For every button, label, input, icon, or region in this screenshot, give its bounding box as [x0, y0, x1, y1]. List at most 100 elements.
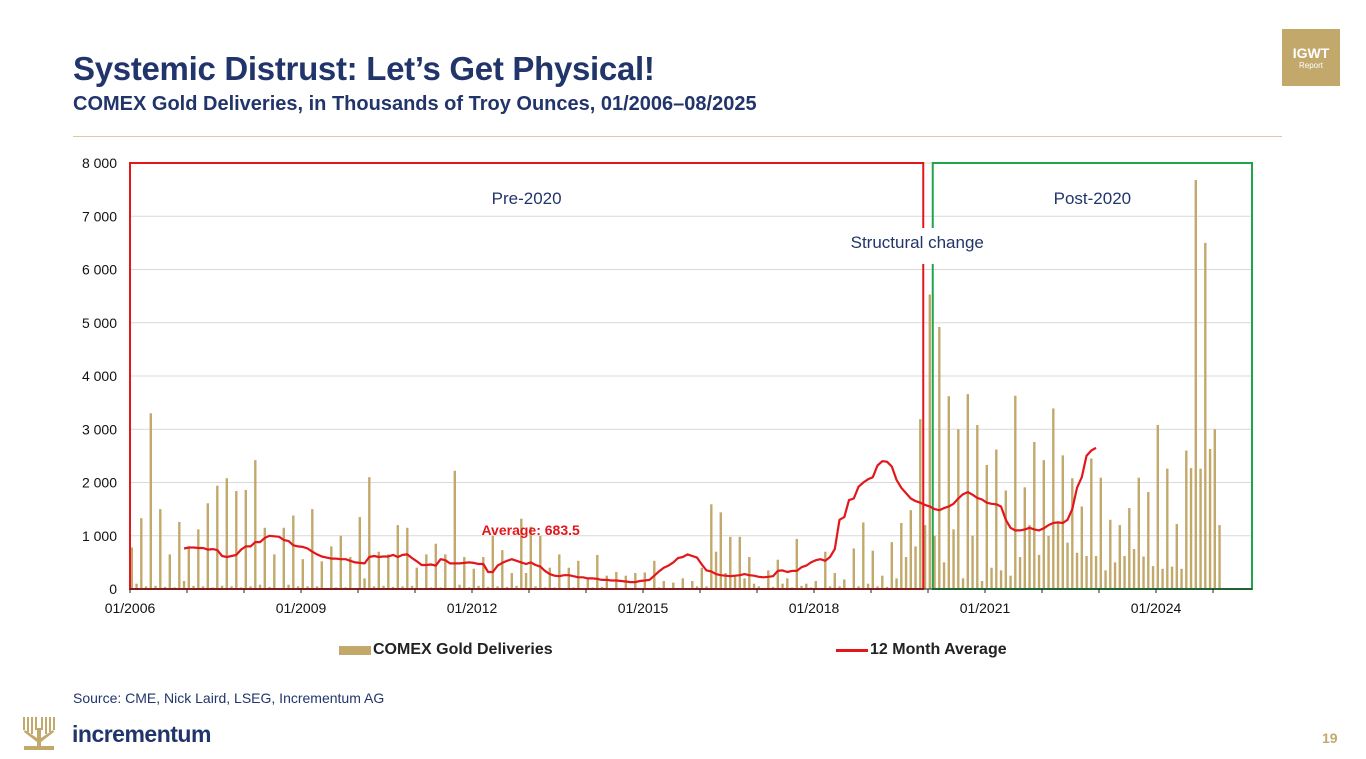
- bar: [1004, 490, 1007, 589]
- bar: [1014, 395, 1017, 589]
- bar: [192, 585, 195, 589]
- x-tick-label: 01/2024: [1131, 600, 1182, 616]
- bar: [1199, 468, 1202, 589]
- bar: [482, 557, 485, 589]
- bar: [1113, 562, 1117, 589]
- bar: [952, 529, 955, 589]
- bar: [596, 554, 599, 589]
- bar: [263, 527, 266, 589]
- bar: [1118, 525, 1121, 589]
- bar: [244, 489, 247, 589]
- bar: [824, 551, 827, 589]
- bar: [885, 586, 889, 589]
- bar: [225, 478, 228, 589]
- bar: [700, 567, 703, 589]
- bar: [914, 546, 917, 589]
- bar: [1109, 519, 1112, 589]
- bar: [866, 583, 870, 589]
- bar: [800, 585, 803, 589]
- bar: [710, 504, 713, 589]
- bar: [182, 581, 186, 589]
- bar: [681, 578, 684, 589]
- chart-gridlines: [130, 162, 1252, 537]
- structural-change-label: Structural change: [851, 233, 984, 252]
- y-tick-label: 3 000: [82, 421, 117, 437]
- bar: [942, 562, 946, 589]
- bar: [862, 522, 865, 589]
- bar: [444, 554, 447, 589]
- bar: [1085, 555, 1088, 589]
- bar: [881, 575, 884, 589]
- bar: [1170, 566, 1174, 589]
- bar: [1189, 468, 1193, 589]
- bar: [1037, 554, 1041, 589]
- source-note: Source: CME, Nick Laird, LSEG, Increment…: [73, 690, 385, 706]
- bar: [781, 583, 784, 589]
- bar: [933, 535, 936, 589]
- bar: [197, 529, 200, 589]
- bar: [1185, 450, 1188, 589]
- bar: [1132, 549, 1136, 589]
- bar: [520, 518, 523, 589]
- x-tick-label: 01/2018: [789, 600, 840, 616]
- bar: [311, 509, 314, 589]
- bar: [230, 586, 233, 589]
- bar: [458, 584, 461, 589]
- page-subtitle: COMEX Gold Deliveries, in Thousands of T…: [73, 93, 757, 115]
- average-annotation: Average: 683.5: [481, 522, 580, 538]
- bar: [1123, 555, 1126, 589]
- bar: [995, 449, 998, 589]
- bar: [1166, 468, 1169, 589]
- bar: [724, 573, 727, 589]
- bar: [534, 586, 537, 589]
- bar: [1028, 525, 1031, 589]
- bar: [1137, 477, 1140, 589]
- bar: [406, 527, 409, 589]
- bar: [524, 573, 528, 589]
- bar: [1090, 458, 1093, 589]
- pre-label-bg: [438, 184, 615, 212]
- bar: [795, 538, 798, 589]
- bar: [282, 527, 285, 589]
- bar: [515, 585, 518, 589]
- bar: [178, 521, 181, 589]
- incrementum-logo-text: incrementum: [72, 721, 211, 747]
- bar: [368, 477, 371, 589]
- bar: [372, 586, 376, 589]
- bar: [249, 586, 252, 589]
- x-tick-label: 01/2006: [105, 600, 156, 616]
- bar: [805, 583, 808, 589]
- average-line: [183, 446, 1097, 584]
- incrementum-tree-icon: [19, 714, 59, 759]
- bar: [695, 586, 699, 589]
- bar: [296, 586, 300, 589]
- bar: [895, 578, 898, 589]
- bar: [1204, 242, 1207, 589]
- bar: [216, 485, 219, 589]
- bar: [491, 535, 494, 589]
- bar: [662, 581, 665, 589]
- bar: [586, 578, 589, 589]
- y-tick-label: 4 000: [82, 368, 117, 384]
- bar: [1009, 575, 1012, 589]
- bar: [938, 327, 941, 589]
- chart-labels: Pre-2020 Post-2020 Structural change Averag…: [438, 184, 1181, 538]
- bar: [391, 586, 395, 589]
- bar: [838, 586, 841, 589]
- bar: [140, 518, 143, 589]
- bar: [501, 550, 504, 589]
- bar: [1161, 568, 1164, 589]
- bar: [301, 559, 304, 589]
- y-tick-label: 5 000: [82, 315, 117, 331]
- legend-average-label: 12 Month Average: [870, 641, 1007, 658]
- bar: [743, 578, 746, 589]
- bar: [168, 554, 171, 589]
- y-tick-label: 7 000: [82, 208, 117, 224]
- bar: [163, 586, 167, 589]
- x-tick-label: 01/2009: [276, 600, 327, 616]
- bar: [1047, 535, 1050, 589]
- bar: [733, 575, 737, 589]
- bar: [548, 567, 551, 589]
- bar: [1080, 506, 1083, 589]
- bar: [1147, 492, 1150, 589]
